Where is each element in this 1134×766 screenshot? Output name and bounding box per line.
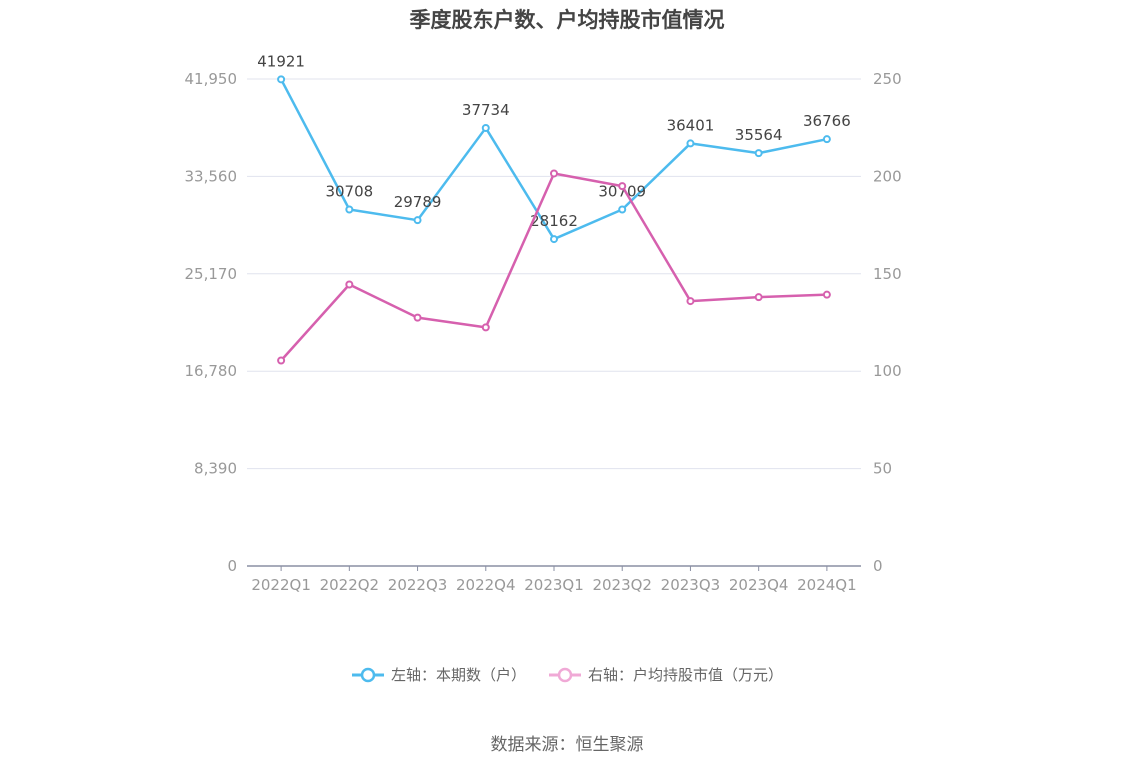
- legend-label-households: 左轴：本期数（户）: [390, 666, 526, 684]
- data-label: 29789: [394, 193, 442, 211]
- series-line-1: [280, 172, 827, 362]
- x-tick-label: 2023Q2: [592, 576, 652, 594]
- legend-item-households[interactable]: 左轴：本期数（户）: [351, 664, 526, 685]
- x-tick-label: 2023Q3: [661, 576, 721, 594]
- y-left-tick-label: 16,780: [185, 362, 238, 380]
- data-point-1: [550, 169, 558, 178]
- y-right-tick-label: 0: [873, 557, 883, 575]
- data-point-1: [618, 182, 627, 191]
- data-point-0: [822, 135, 831, 144]
- y-left-tick-label: 33,560: [185, 167, 238, 185]
- y-right-tick-label: 250: [873, 70, 902, 88]
- legend: 左轴：本期数（户） 右轴：户均持股市值（万元）: [0, 664, 1134, 685]
- data-point-1: [277, 356, 286, 365]
- chart-title: 季度股东户数、户均持股市值情况: [409, 8, 725, 32]
- data-point-1: [345, 280, 354, 289]
- x-tick-label: 2022Q4: [456, 576, 516, 594]
- data-label: 30709: [598, 182, 646, 200]
- y-right-tick-label: 200: [873, 167, 902, 185]
- data-label: 30708: [325, 183, 373, 201]
- data-label: 36401: [667, 116, 715, 134]
- data-point-1: [754, 293, 763, 302]
- legend-label-avg-value: 右轴：户均持股市值（万元）: [588, 666, 784, 684]
- y-right-tick-label: 100: [873, 362, 902, 380]
- y-left-tick-label: 41,950: [185, 70, 238, 88]
- source-note: 数据来源：恒生聚源: [490, 735, 644, 755]
- y-left-tick-label: 0: [227, 557, 237, 575]
- data-point-0: [686, 139, 695, 148]
- x-tick-label: 2022Q3: [388, 576, 448, 594]
- data-point-0: [618, 205, 627, 214]
- data-label: 28162: [530, 212, 578, 230]
- y-right-tick-label: 150: [873, 265, 902, 283]
- data-point-1: [822, 290, 831, 299]
- data-point-0: [550, 235, 558, 244]
- legend-line-icon-avg-value: [549, 667, 581, 682]
- legend-line-icon-households: [351, 667, 384, 682]
- data-point-0: [413, 216, 422, 225]
- data-point-0: [754, 149, 763, 158]
- data-point-0: [277, 75, 286, 84]
- x-tick-label: 2022Q1: [251, 576, 311, 594]
- data-point-0: [345, 205, 354, 214]
- y-right-tick-label: 50: [873, 460, 892, 478]
- legend-item-avg-value[interactable]: 右轴：户均持股市值（万元）: [548, 664, 783, 685]
- x-tick-label: 2024Q1: [797, 576, 857, 594]
- data-point-1: [413, 313, 422, 322]
- y-left-tick-label: 8,390: [194, 460, 237, 478]
- data-label: 41921: [257, 52, 305, 70]
- x-tick-label: 2022Q2: [320, 576, 380, 594]
- data-point-0: [481, 123, 490, 132]
- data-point-1: [686, 297, 695, 306]
- x-tick-label: 2023Q4: [729, 576, 789, 594]
- data-label: 37734: [462, 101, 510, 119]
- data-point-1: [481, 323, 490, 332]
- x-tick-label: 2023Q1: [524, 576, 584, 594]
- y-left-tick-label: 25,170: [185, 265, 238, 283]
- data-label: 35564: [735, 126, 783, 144]
- data-label: 36766: [803, 112, 851, 130]
